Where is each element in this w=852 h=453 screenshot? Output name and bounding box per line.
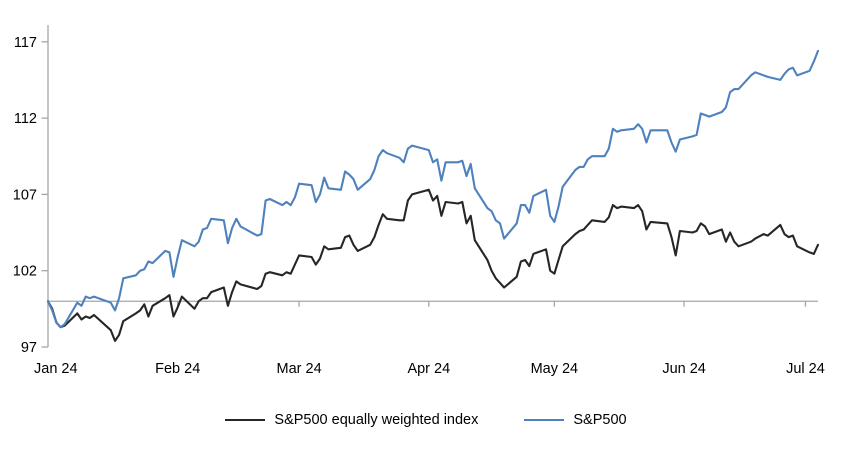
- x-tick-label: Mar 24: [277, 361, 322, 377]
- y-tick-label: 107: [13, 187, 37, 203]
- legend-line-swatch-sp500: [524, 419, 565, 421]
- legend-label-equal-weight: S&P500 equally weighted index: [274, 412, 479, 428]
- legend-item-equal-weight: S&P500 equally weighted index: [225, 412, 478, 428]
- legend-item-sp500: S&P500: [524, 412, 627, 428]
- x-tick-label: Jun 24: [662, 361, 706, 377]
- chart-legend: S&P500 equally weighted index S&P500: [0, 412, 852, 428]
- y-tick-label: 102: [13, 264, 37, 280]
- x-tick-label: Jan 24: [34, 361, 78, 377]
- legend-label-sp500: S&P500: [573, 412, 627, 428]
- y-tick-label: 117: [14, 35, 37, 51]
- y-tick-label: 97: [21, 340, 37, 356]
- x-tick-label: May 24: [531, 361, 579, 377]
- legend-line-swatch-equal-weight: [225, 419, 266, 421]
- series-line-equal-weight: [46, 188, 820, 342]
- x-tick-label: Feb 24: [155, 361, 200, 377]
- series-line-sp500: [46, 49, 820, 329]
- y-tick-label: 112: [14, 111, 37, 127]
- x-tick-label: Apr 24: [407, 361, 450, 377]
- x-tick-label: Jul 24: [786, 361, 825, 377]
